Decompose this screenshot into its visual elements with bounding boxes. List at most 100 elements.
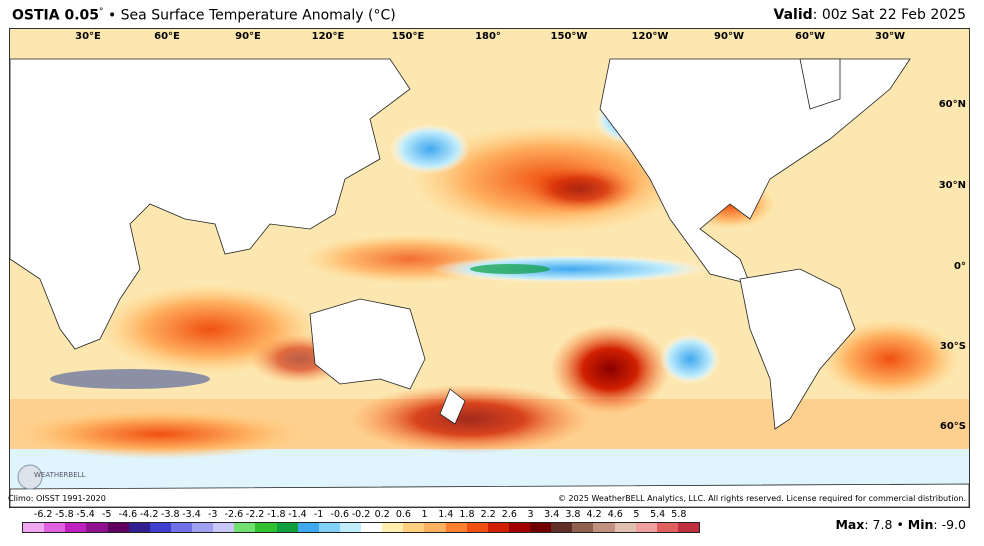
colorbar-label: -1 xyxy=(313,509,324,520)
colorbar-swatch xyxy=(107,523,129,532)
header: OSTIA 0.05° • Sea Surface Temperature An… xyxy=(0,0,984,30)
east-pacific-cool xyxy=(660,334,720,384)
max-label: Max xyxy=(835,517,865,532)
colorbar-label: -5.8 xyxy=(55,509,74,520)
weatherbell-logo-icon xyxy=(17,464,43,490)
lat-label: 60°S xyxy=(939,421,966,432)
colorbar-swatch xyxy=(361,523,383,532)
colorbar-swatch xyxy=(593,523,615,532)
valid-label: Valid xyxy=(773,7,813,23)
south-atlantic-warm xyxy=(820,319,960,399)
south-america-icon xyxy=(739,268,856,430)
new-zealand-icon xyxy=(439,388,466,425)
lon-label: 90°E xyxy=(235,31,261,42)
lon-label: 60°E xyxy=(154,31,180,42)
colorbar-label: -2.2 xyxy=(245,509,265,520)
lat-label: 60°N xyxy=(938,99,966,110)
model-name: OSTIA 0.05 xyxy=(12,7,99,24)
map-title: OSTIA 0.05° • Sea Surface Temperature An… xyxy=(12,7,396,24)
colorbar-label: 5.8 xyxy=(671,509,687,520)
sst-anomaly-map: 30°E 60°E 90°E 120°E 150°E 180° 150°W 120°W 90°W… xyxy=(9,28,970,508)
valid-value: : 00z Sat 22 Feb 2025 xyxy=(812,7,966,23)
lat-label: 0° xyxy=(954,261,966,272)
colorbar-label: 3.8 xyxy=(565,509,581,520)
colorbar-label: -3.8 xyxy=(161,509,180,520)
lat-label: 30°N xyxy=(938,180,966,191)
tasman-warm-anomaly xyxy=(350,384,590,454)
colorbar-labels: -6.2 -5.8 -5.4 -5 -4.6 -4.2 -3.8 -3.4 -3 -2.6 -2.2… xyxy=(10,509,710,521)
kuroshio-cool xyxy=(390,124,470,174)
lon-label: 180° xyxy=(475,31,501,42)
colorbar-swatch xyxy=(487,523,509,532)
lon-label: 30°W xyxy=(875,31,905,42)
colorbar-label: -2.6 xyxy=(224,509,244,520)
colorbar-swatch xyxy=(213,523,235,532)
colorbar-label: 5.4 xyxy=(650,509,666,520)
colorbar-label: 1 xyxy=(421,509,428,520)
colorbar-swatch xyxy=(234,523,256,532)
lon-label: 120°E xyxy=(311,31,345,42)
colorbar-swatch xyxy=(635,523,657,532)
colorbar-swatch xyxy=(128,523,150,532)
colorbar-label: -4.2 xyxy=(139,509,159,520)
colorbar-swatch xyxy=(44,523,66,532)
valid-time: Valid: 00z Sat 22 Feb 2025 xyxy=(774,7,966,23)
colorbar-swatch xyxy=(572,523,594,532)
colorbar-swatch xyxy=(530,523,552,532)
colorbar-label: 4.6 xyxy=(607,509,623,520)
colorbar-label: 3.4 xyxy=(544,509,560,520)
north-pacific-hot-core xyxy=(520,164,640,214)
colorbar-swatch xyxy=(403,523,425,532)
southern-indian-cold-streaks xyxy=(50,369,210,389)
land-masses xyxy=(10,58,969,507)
lon-label: 30°E xyxy=(75,31,101,42)
climo-note: Climo: OISST 1991-2020 xyxy=(8,494,106,503)
colorbar-label: 3 xyxy=(527,509,534,520)
colorbar-swatch xyxy=(466,523,488,532)
colorbar-label: -0.6 xyxy=(330,509,350,520)
colorbar-label: 4.2 xyxy=(586,509,602,520)
colorbar-label: 5 xyxy=(633,509,640,520)
colorbar-swatch xyxy=(23,523,45,532)
weatherbell-logo: WEATHERBELL xyxy=(14,463,104,491)
lon-label: 150°W xyxy=(550,31,588,42)
degree-sign: ° xyxy=(99,7,104,17)
colorbar-label: 0.6 xyxy=(395,509,411,520)
equatorial-green-anomaly xyxy=(470,264,550,274)
colorbar-label: -0.2 xyxy=(351,509,371,520)
equatorial-pacific-cool xyxy=(430,255,710,283)
colorbar-label: -1.4 xyxy=(288,509,307,520)
title-bullet: • xyxy=(107,7,117,24)
colorbar-label: 2.6 xyxy=(501,509,517,520)
lon-label: 90°W xyxy=(714,31,744,42)
south-pacific-hot-spot xyxy=(550,324,670,414)
colorbar-swatch xyxy=(86,523,108,532)
lon-label: 150°E xyxy=(391,31,425,42)
colorbar-swatch xyxy=(276,523,298,532)
map-canvas xyxy=(10,29,969,507)
min-label: Min xyxy=(907,517,934,532)
colorbar-swatch xyxy=(551,523,573,532)
colorbar-swatch xyxy=(149,523,171,532)
eurasia-africa-icon xyxy=(10,58,411,350)
colorbar-label: 1.4 xyxy=(438,509,454,520)
colorbar-swatch xyxy=(65,523,87,532)
colorbar-swatch xyxy=(297,523,319,532)
colorbar-label: 0.2 xyxy=(374,509,390,520)
colorbar-label: -3 xyxy=(207,509,218,520)
north-america-icon xyxy=(599,58,911,285)
colorbar-swatch xyxy=(508,523,530,532)
colorbar-swatch xyxy=(614,523,636,532)
south-indian-warm-band xyxy=(10,409,310,459)
colorbar-swatch xyxy=(170,523,192,532)
colorbar-label: -4.6 xyxy=(118,509,138,520)
lon-label: 120°W xyxy=(631,31,669,42)
colorbar-label: -6.2 xyxy=(33,509,53,520)
lat-label: 30°S xyxy=(939,341,966,352)
colorbar xyxy=(22,522,700,533)
colorbar-swatch xyxy=(318,523,340,532)
colorbar-swatch xyxy=(445,523,467,532)
colorbar-label: -1.8 xyxy=(266,509,286,520)
lon-label: 60°W xyxy=(795,31,825,42)
colorbar-swatch xyxy=(339,523,361,532)
